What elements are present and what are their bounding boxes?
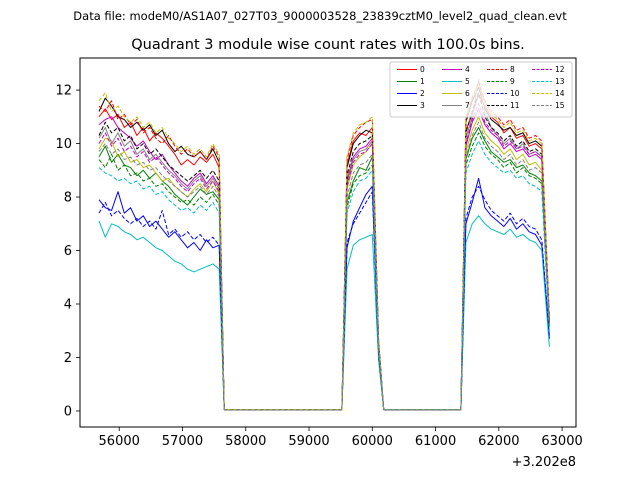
series-line-15 — [98, 121, 550, 411]
legend-label-12: 12 — [555, 65, 565, 74]
y-tick-label: 4 — [64, 298, 72, 313]
legend-label-10: 10 — [510, 89, 520, 98]
y-tick-label: 8 — [64, 191, 72, 206]
x-tick-label: 62000 — [478, 434, 519, 449]
axes-frame — [79, 57, 577, 428]
legend-label-5: 5 — [465, 77, 470, 86]
x-axis-offset-label: +3.202e8 — [512, 455, 576, 470]
legend-label-13: 13 — [555, 77, 565, 86]
y-tick-label: 2 — [64, 351, 72, 366]
legend-label-1: 1 — [420, 77, 425, 86]
x-tick-label: 61000 — [415, 434, 456, 449]
x-axis: 56000 57000 58000 59000 60000 61000 62000 63000 — [99, 427, 583, 449]
series-line-4 — [98, 108, 550, 411]
x-tick-label: 60000 — [352, 434, 393, 449]
series-line-9 — [98, 132, 550, 411]
chart-title: Quadrant 3 module wise count rates with … — [131, 37, 525, 53]
legend-label-6: 6 — [465, 89, 470, 98]
legend-label-2: 2 — [420, 89, 425, 98]
legend-label-9: 9 — [510, 77, 515, 86]
y-tick-label: 6 — [64, 244, 72, 259]
y-tick-label: 12 — [55, 84, 72, 99]
x-tick-label: 63000 — [541, 434, 582, 449]
x-tick-label: 56000 — [99, 434, 140, 449]
legend-label-3: 3 — [420, 101, 425, 110]
chart-suptitle: Data file: modeM0/AS1A07_027T03_90000035… — [73, 9, 567, 23]
series-line-7 — [98, 78, 550, 411]
x-tick-label: 59000 — [288, 434, 329, 449]
series-line-12 — [98, 103, 550, 411]
y-tick-label: 0 — [64, 404, 72, 419]
legend-label-7: 7 — [465, 101, 470, 110]
legend-label-15: 15 — [555, 101, 565, 110]
y-tick-label: 10 — [55, 137, 72, 152]
series-line-2 — [98, 177, 550, 411]
x-tick-label: 57000 — [162, 434, 203, 449]
legend-label-11: 11 — [510, 101, 520, 110]
series-line-5 — [98, 215, 550, 411]
series-line-0 — [98, 94, 550, 411]
x-tick-label: 58000 — [225, 434, 266, 449]
legend-label-8: 8 — [510, 65, 515, 74]
series-line-13 — [98, 140, 550, 411]
plot-area — [98, 78, 550, 411]
legend-box — [389, 61, 573, 118]
series-line-3 — [98, 86, 550, 411]
y-axis: 0 2 4 6 8 10 12 — [55, 84, 80, 419]
series-line-1 — [98, 127, 550, 411]
legend-label-0: 0 — [420, 65, 425, 74]
legend-label-4: 4 — [465, 65, 470, 74]
legend-label-14: 14 — [555, 89, 565, 98]
